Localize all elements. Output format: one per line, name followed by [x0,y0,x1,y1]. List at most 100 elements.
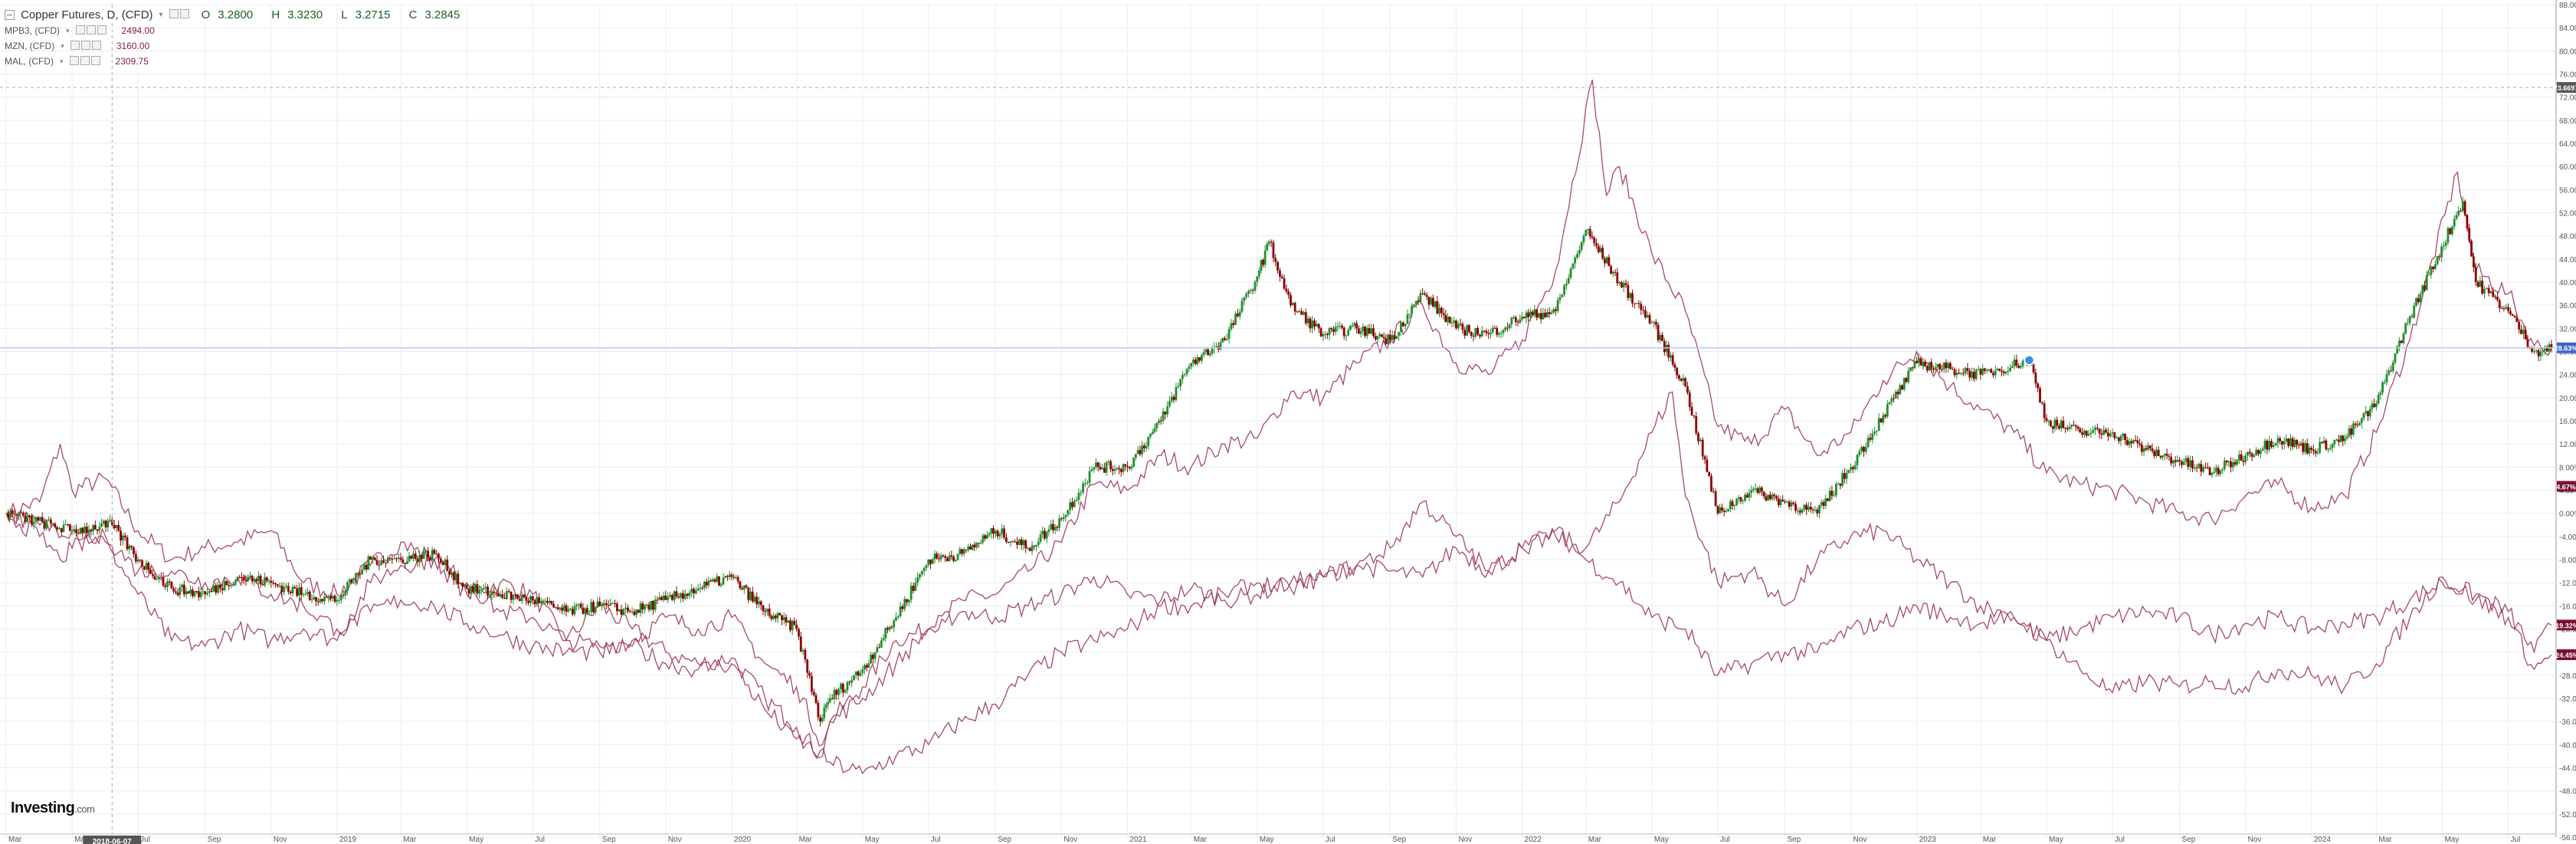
candle-body [2263,440,2266,449]
candle-body [109,520,111,521]
candle-body [1939,363,1942,369]
candle-body [1611,271,1614,274]
candle-body [1827,498,1829,501]
candle-body [1109,461,1112,469]
candle-body [1164,411,1167,415]
candlestick-series[interactable] [7,196,2553,727]
candle-body [393,558,396,560]
candle-body [2034,373,2037,384]
candle-body [372,557,374,560]
close-icon[interactable] [90,55,100,65]
candle-body [2153,451,2156,456]
x-tick-label: Sep [2182,836,2196,844]
chevron-down-icon[interactable]: ▾ [61,41,64,50]
candle-body [2319,442,2322,453]
candle-body [1841,473,1844,486]
candle-body [1820,502,1823,505]
legend-symbol-name[interactable]: MAL, (CFD) [5,56,54,67]
main-symbol-title[interactable]: Copper Futures, D, (CFD) [21,8,153,21]
chevron-down-icon[interactable]: ▾ [66,26,70,34]
candle-body [2231,461,2234,468]
chevron-down-icon[interactable]: ▾ [159,10,163,19]
candle-body [1274,258,1277,262]
candle-body [2322,440,2325,443]
candle-body [503,597,506,599]
settings-icon[interactable] [80,40,90,50]
candle-body [149,570,152,574]
legend-symbol-name[interactable]: MPB3, (CFD) [5,25,60,36]
legend-row-mzn[interactable]: MZN, (CFD) ▾ 3160.00 [5,38,475,54]
candle-body [2050,420,2052,427]
candle-body [2165,453,2168,456]
candle-body [1637,303,1640,304]
candle-body [1737,497,1740,499]
candle-body [1362,327,1365,332]
candle-body [1467,325,1470,332]
candle-body [707,580,710,586]
candle-body [1785,501,1788,503]
candle-body [54,524,57,527]
close-icon[interactable] [91,40,101,50]
candle-body [1688,392,1691,407]
eye-icon[interactable] [70,40,80,50]
candle-body [2151,448,2154,452]
eye-icon[interactable] [69,55,79,65]
candle-body [2259,450,2262,454]
eye-icon[interactable] [75,25,85,34]
close-icon[interactable] [179,8,189,18]
candle-body [1007,541,1010,543]
candle-body [2358,422,2361,425]
candle-body [1493,327,1496,329]
legend-symbol-name[interactable]: MZN, (CFD) [5,41,55,51]
candle-body [1519,319,1522,323]
candle-body [93,524,97,530]
candle-body [1864,447,1867,452]
series-line-mzn[interactable] [5,391,2552,747]
settings-icon[interactable] [86,25,96,34]
candle-body [751,591,754,602]
candle-body [2051,426,2054,429]
investing-logo: Investing.com [11,800,95,817]
candle-body [221,588,224,591]
candle-body [1398,331,1401,337]
legend-row-mal[interactable]: MAL, (CFD) ▾ 2309.75 [5,54,475,69]
candle-body [1599,248,1602,252]
x-tick-label: 2019 [339,836,357,844]
logo-brand: Investing [11,800,75,816]
candle-body [762,605,765,612]
candle-body [1155,422,1159,429]
settings-icon[interactable] [80,55,90,65]
candle-body [1207,349,1209,356]
candle-body [2542,350,2545,353]
legend-row-mpb3[interactable]: MPB3, (CFD) ▾ 2494.00 [5,23,475,38]
candle-body [120,530,122,541]
close-icon[interactable] [97,25,107,34]
collapse-icon[interactable] [5,9,15,20]
candle-body [1733,505,1736,507]
event-marker-icon[interactable] [2024,355,2035,366]
candle-body [831,698,834,700]
candle-body [1101,468,1104,470]
candle-body [2468,228,2471,241]
candle-body [554,607,557,609]
candle-body [223,580,226,591]
series-line-mal[interactable] [5,500,2552,775]
settings-icon[interactable] [169,8,179,18]
x-tick-label: Mar [799,836,813,844]
logo-suffix: .com [74,803,95,815]
series-line-mpb3[interactable] [5,79,2552,759]
candle-body [26,515,29,522]
x-tick-label: Nov [1853,836,1867,844]
candle-body [375,560,379,565]
candle-body [84,526,86,534]
chevron-down-icon[interactable]: ▾ [60,57,64,65]
candle-body [2350,428,2353,435]
candle-body [499,594,502,596]
candle-body [1204,349,1208,353]
candle-body [1425,294,1428,297]
candle-body [675,591,678,597]
candle-body [1077,492,1080,500]
candle-body [667,596,670,600]
